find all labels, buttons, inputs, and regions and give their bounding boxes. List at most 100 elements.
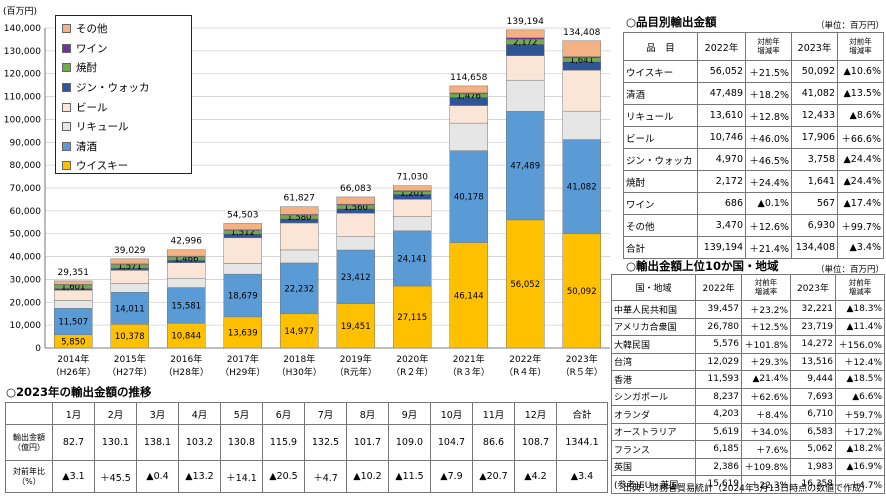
x-tick-sublabel: （R５年） bbox=[561, 366, 603, 378]
table-cell: 17,906 bbox=[791, 126, 838, 149]
table-cell: 134,408 bbox=[791, 236, 838, 259]
bar-segment bbox=[54, 280, 93, 285]
legend-label: リキュール bbox=[76, 121, 129, 134]
monthly-header-cell: 7月 bbox=[304, 402, 347, 425]
table-cell: ▲10.6% bbox=[837, 60, 884, 83]
table-cell: 合計 bbox=[623, 236, 698, 259]
table-cell: オランダ bbox=[611, 405, 696, 424]
bar-total-label: 54,503 bbox=[227, 210, 259, 220]
table-cell: 39,457 bbox=[695, 300, 742, 319]
table-cell: 567 bbox=[791, 192, 838, 215]
table-cell: 10,746 bbox=[697, 126, 746, 149]
legend-label: 清酒 bbox=[76, 140, 97, 153]
bar-segment-label: 10,378 bbox=[115, 332, 145, 342]
table-cell: ▲18.2% bbox=[835, 440, 885, 459]
table-cell: 14,272 bbox=[790, 335, 836, 354]
countries-table-row: 大韓民国 5,576 ＋101.8% 14,272 ＋156.0% bbox=[611, 335, 885, 354]
x-tick-sublabel: （H26年） bbox=[51, 366, 96, 378]
items-table-row: その他 3,470 ＋12.6% 6,930 ＋99.7% bbox=[623, 214, 884, 237]
table-cell: ＋12.4% bbox=[835, 352, 885, 371]
y-tick-label: 130,000 bbox=[4, 47, 41, 57]
table-cell: 焼酎 bbox=[623, 170, 698, 193]
bar-segment bbox=[54, 308, 93, 335]
bar-segment bbox=[167, 277, 206, 288]
monthly-cell: 132.5 bbox=[304, 424, 347, 461]
table-cell: 5,576 bbox=[695, 335, 742, 354]
bar-segment bbox=[223, 263, 262, 275]
monthly-cell: 82.7 bbox=[52, 424, 95, 461]
table-cell: ▲16.9% bbox=[835, 457, 885, 476]
table-cell: アメリカ合衆国 bbox=[611, 317, 696, 336]
x-tick-label: 2017年 bbox=[227, 353, 259, 365]
legend-swatch bbox=[62, 24, 71, 34]
table-cell: 7,693 bbox=[790, 387, 836, 406]
legend-item: ジン・ウォッカ bbox=[62, 78, 185, 98]
bar-segment-label: 14,011 bbox=[115, 304, 145, 314]
bar-segment-label: 18,679 bbox=[228, 291, 258, 301]
countries-header-change-2023: 対前年 増減率 bbox=[835, 274, 885, 301]
monthly-cell: ▲7.9 bbox=[430, 460, 473, 493]
items-table-row: 焼酎 2,172 ＋24.4% 1,641 ▲24.4% bbox=[623, 170, 884, 193]
x-tick-label: 2020年 bbox=[396, 353, 428, 365]
monthly-cell: 130.8 bbox=[220, 424, 263, 461]
bar-segment-label: 13,639 bbox=[228, 328, 258, 338]
bar-total-label: 134,408 bbox=[563, 28, 600, 38]
table-cell: 香港 bbox=[611, 370, 696, 389]
y-tick-label: 30,000 bbox=[10, 275, 42, 285]
table-cell: ジン・ウォッカ bbox=[623, 148, 698, 171]
table-cell: リキュール bbox=[623, 104, 698, 127]
monthly-table: 1月 2月 3月 4月 5月 6月 7月 8月 9月 10月 11月 12月 合計 輸出金額 （億円） 8… bbox=[5, 402, 608, 493]
table-cell: 13,610 bbox=[697, 104, 746, 127]
table-cell: ＋66.6% bbox=[837, 126, 884, 149]
items-table-row: リキュール 13,610 ＋12.8% 12,433 ▲8.6% bbox=[623, 104, 884, 127]
table-cell: ＋46.0% bbox=[745, 126, 792, 149]
bar-segment-label: 40,178 bbox=[454, 193, 484, 203]
y-tick-label: 10,000 bbox=[10, 321, 42, 331]
x-tick-label: 2014年 bbox=[57, 353, 89, 365]
legend-swatch bbox=[62, 161, 71, 171]
bar-segment bbox=[223, 223, 262, 230]
legend-swatch bbox=[62, 83, 71, 93]
table-cell: ＋8.4% bbox=[741, 405, 791, 424]
bar-segment-label: 15,581 bbox=[171, 301, 201, 311]
monthly-cell: 108.7 bbox=[514, 424, 557, 461]
countries-table: 国・地域 2022年 対前年 増減率 2023年 対前年 増減率 中華人民共和国 39… bbox=[611, 274, 885, 494]
monthly-table-header: 1月 2月 3月 4月 5月 6月 7月 8月 9月 10月 11月 12月 合計 bbox=[5, 402, 608, 425]
table-cell: ウイスキー bbox=[623, 60, 698, 83]
table-cell: 23,719 bbox=[790, 317, 836, 336]
bar-segment bbox=[167, 322, 206, 349]
x-tick-sublabel: （R４年） bbox=[504, 366, 546, 378]
monthly-cell: ▲20.5 bbox=[262, 460, 305, 493]
table-cell: ＋101.8% bbox=[741, 335, 791, 354]
legend-label: ウイスキー bbox=[76, 160, 129, 173]
bar-segment bbox=[336, 236, 375, 251]
bar-total-label: 114,658 bbox=[450, 73, 487, 83]
table-cell: ＋34.0% bbox=[741, 422, 791, 441]
bar-segment-label: 47,489 bbox=[510, 162, 540, 172]
countries-table-row: オランダ 4,203 ＋8.4% 6,710 ＋59.7% bbox=[611, 405, 885, 424]
table-cell: 6,185 bbox=[695, 440, 742, 459]
bar-segment bbox=[336, 212, 375, 238]
bar-segment bbox=[336, 249, 375, 304]
monthly-header-cell: 11月 bbox=[472, 402, 515, 425]
legend-swatch bbox=[62, 63, 71, 73]
bar-total-label: 61,827 bbox=[284, 194, 316, 204]
monthly-cell: 103.2 bbox=[178, 424, 221, 461]
monthly-cell: 86.6 bbox=[472, 424, 515, 461]
x-tick-sublabel: （H28年） bbox=[164, 366, 209, 378]
table-cell: 26,780 bbox=[695, 317, 742, 336]
bar-segment-label: 1,571 bbox=[118, 262, 142, 272]
items-header-item: 品 目 bbox=[623, 32, 698, 61]
table-cell: 32,221 bbox=[790, 300, 836, 319]
bar-segment-label: 1,476 bbox=[457, 92, 481, 102]
monthly-header-cell: 1月 bbox=[52, 402, 95, 425]
bar-segment-label: 1,512 bbox=[231, 228, 255, 238]
monthly-row-change-label: 対前年比 （%） bbox=[5, 460, 53, 493]
monthly-cell: ▲3.4 bbox=[556, 460, 608, 493]
y-tick-label: 90,000 bbox=[10, 138, 42, 148]
bar-segment-label: 22,232 bbox=[284, 284, 314, 294]
monthly-header-cell: 2月 bbox=[94, 402, 137, 425]
bar-total-label: 42,996 bbox=[171, 237, 203, 247]
table-cell: シンガポール bbox=[611, 387, 696, 406]
legend-label: その他 bbox=[76, 23, 108, 36]
